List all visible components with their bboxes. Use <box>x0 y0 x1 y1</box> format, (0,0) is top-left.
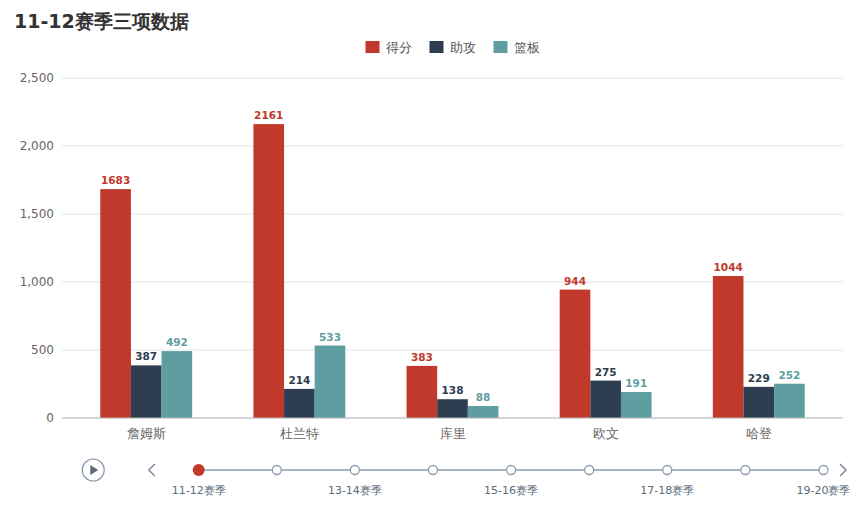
bar <box>407 366 438 418</box>
timeline-label: 15-16赛季 <box>484 484 538 497</box>
y-tick-label: 0 <box>46 411 54 425</box>
play-circle <box>82 459 104 481</box>
y-axis: 0 500 1,000 1,500 2,000 2,500 <box>20 71 843 425</box>
data-label: 2161 <box>254 109 283 121</box>
timeline-dot[interactable] <box>428 466 437 475</box>
bar <box>162 351 193 418</box>
y-tick-label: 500 <box>31 343 54 357</box>
data-label: 492 <box>166 336 188 348</box>
data-label: 387 <box>135 350 157 362</box>
timeline-dot-active[interactable] <box>193 464 205 476</box>
y-tick-label: 2,500 <box>20 71 54 85</box>
bar <box>713 276 744 418</box>
bar <box>774 384 805 418</box>
data-label: 944 <box>564 275 586 287</box>
timeline-dot[interactable] <box>741 466 750 475</box>
x-tick-label: 詹姆斯 <box>127 426 166 441</box>
timeline-label: 19-20赛季 <box>796 484 850 497</box>
data-label: 252 <box>778 369 800 381</box>
title: 11-12赛季三项数据 <box>14 10 189 32</box>
bar <box>315 346 346 418</box>
data-label: 383 <box>411 351 433 363</box>
timeline-label: 11-12赛季 <box>172 484 226 497</box>
bar <box>468 406 499 418</box>
data-label: 214 <box>288 374 310 386</box>
bar <box>743 387 774 418</box>
y-tick-label: 2,000 <box>20 139 54 153</box>
prev-arrow[interactable] <box>149 464 155 476</box>
bar <box>131 365 162 418</box>
bar <box>590 381 621 418</box>
y-tick-label: 1,000 <box>20 275 54 289</box>
timeline-label: 13-14赛季 <box>328 484 382 497</box>
x-tick-label: 哈登 <box>746 426 772 441</box>
bar <box>100 189 131 418</box>
bar <box>437 399 468 418</box>
bar <box>560 290 591 418</box>
timeline: 11-12赛季 13-14赛季 15-16赛季 17-18赛季 19-20赛季 <box>82 459 850 497</box>
x-axis-line <box>62 418 843 419</box>
play-icon <box>90 465 98 475</box>
data-label: 138 <box>442 384 464 396</box>
grid-line <box>62 78 843 79</box>
timeline-label: 17-18赛季 <box>640 484 694 497</box>
next-arrow[interactable] <box>840 464 846 476</box>
data-label: 533 <box>319 331 341 343</box>
timeline-dot[interactable] <box>272 466 281 475</box>
timeline-dot[interactable] <box>819 466 828 475</box>
data-labels: 1683 2161 383 944 1044 387 214 138 275 229 492 533 8… <box>101 109 800 403</box>
legend-label: 篮板 <box>514 40 540 55</box>
x-axis: 詹姆斯 杜兰特 库里 欧文 哈登 <box>62 418 843 441</box>
x-tick-label: 欧文 <box>593 426 619 441</box>
data-label: 229 <box>748 372 770 384</box>
bar <box>284 389 315 418</box>
data-label: 275 <box>595 366 617 378</box>
timeline-dot[interactable] <box>663 466 672 475</box>
legend: 得分 助攻 篮板 <box>366 40 540 55</box>
grid-line <box>62 214 843 215</box>
timeline-dot[interactable] <box>507 466 516 475</box>
timeline-dot[interactable] <box>350 466 359 475</box>
x-tick-label: 杜兰特 <box>280 426 319 441</box>
y-tick-label: 1,500 <box>20 207 54 221</box>
legend-swatch <box>430 41 444 53</box>
play-button[interactable] <box>82 459 104 481</box>
bar <box>253 124 284 418</box>
data-label: 191 <box>625 377 647 389</box>
legend-swatch <box>494 41 508 53</box>
data-label: 88 <box>476 391 491 403</box>
chart: 11-12赛季三项数据 0 500 1,000 1,500 2,000 2,500 1683 2… <box>0 0 863 527</box>
legend-swatch <box>366 41 380 53</box>
grid-line <box>62 418 843 419</box>
grid-line <box>62 146 843 147</box>
data-label: 1683 <box>101 174 130 186</box>
timeline-dot[interactable] <box>585 466 594 475</box>
data-label: 1044 <box>714 261 743 273</box>
x-tick-label: 库里 <box>440 426 466 441</box>
bar <box>621 392 652 418</box>
legend-label: 得分 <box>386 40 412 55</box>
bars <box>100 124 804 418</box>
legend-label: 助攻 <box>450 40 476 55</box>
